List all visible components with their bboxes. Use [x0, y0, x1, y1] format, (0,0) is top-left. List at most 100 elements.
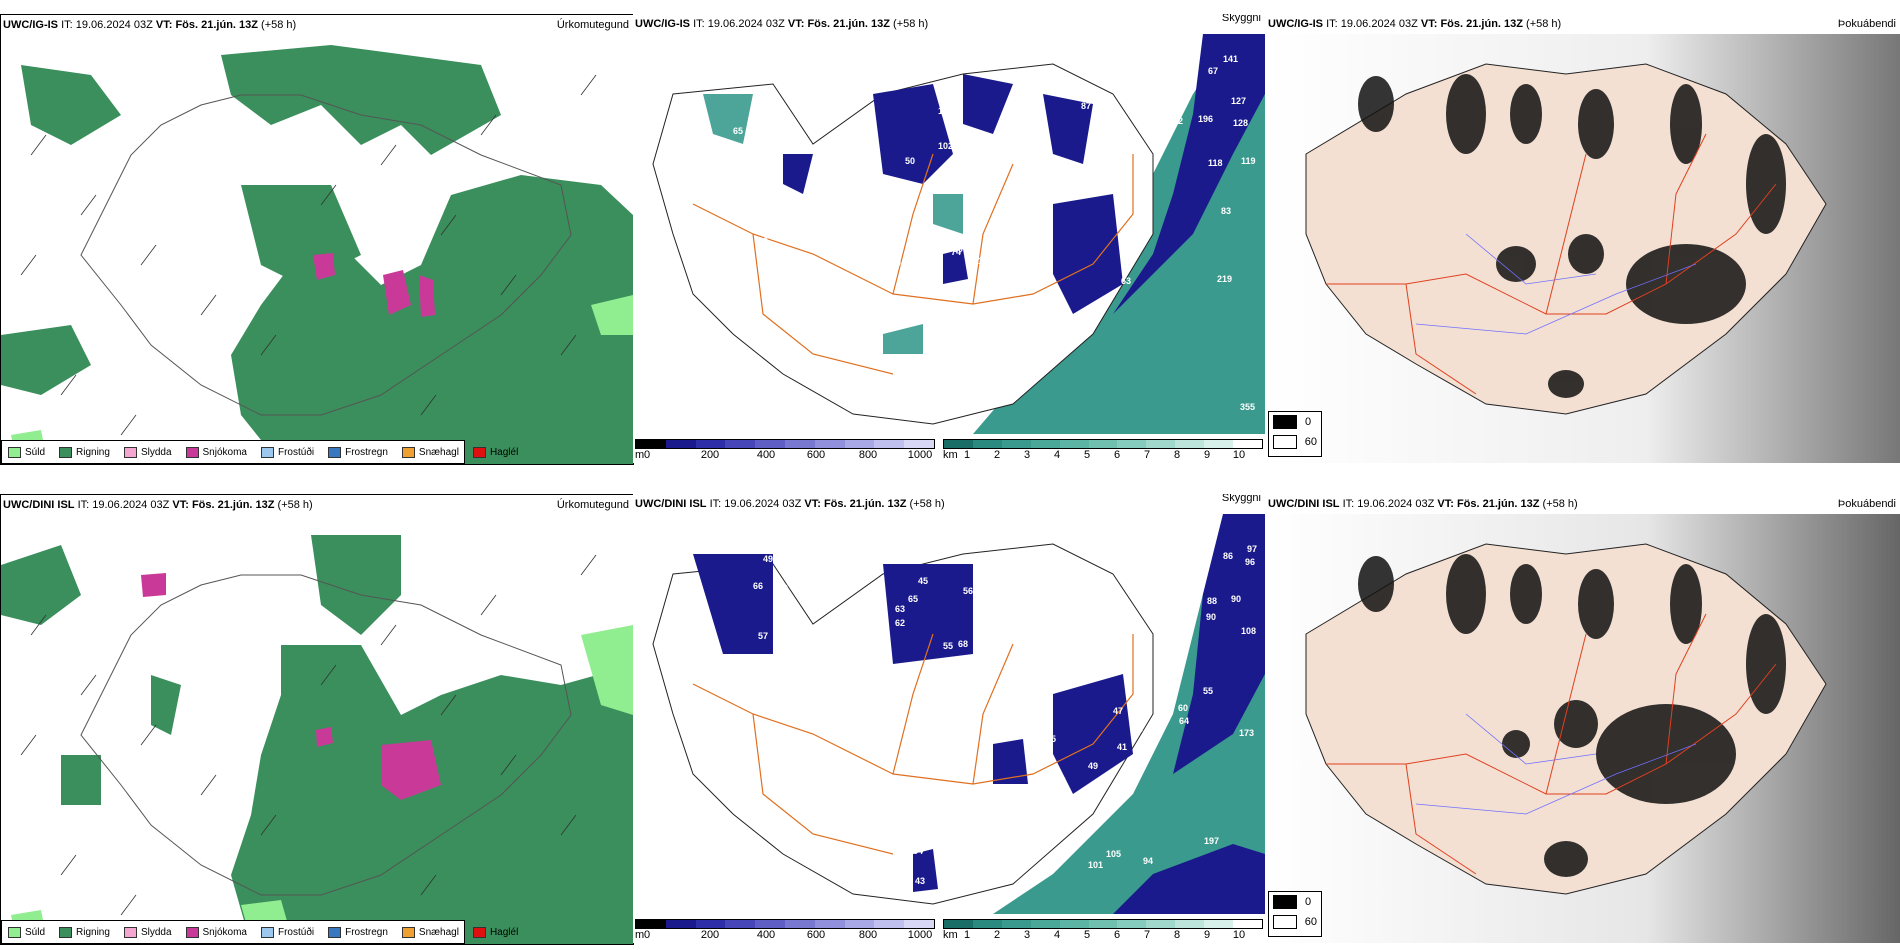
- vis-label: 52: [963, 196, 973, 206]
- vis-label: 173: [1239, 728, 1254, 738]
- colorbar-tick: 9: [1203, 449, 1211, 461]
- vis-label: 105: [1106, 849, 1121, 859]
- visibility-map: 86 97 96 88 90 90 108 173 55 60 64 197 9…: [633, 514, 1265, 914]
- legend-swatch: [8, 446, 21, 458]
- panel-title: Skyggni: [1221, 14, 1261, 24]
- precip-legend: Súld Rigning Slydda Snjókoma Frostúði Fr…: [1, 920, 518, 944]
- panel-header: UWC/DINI ISL IT: 19.06.2024 03Z VT: Fös.…: [633, 494, 1265, 514]
- visibility-panel-row0: UWC/IG-IS IT: 19.06.2024 03Z VT: Fös. 21…: [633, 14, 1265, 463]
- visibility-labels: 86 97 96 88 90 90 108 173 55 60 64 197 9…: [753, 544, 1257, 886]
- legend-item: Snjókoma: [185, 446, 247, 458]
- legend-swatch: [185, 926, 199, 938]
- wind-barbs: [20, 554, 597, 916]
- legend-swatch: [59, 446, 73, 458]
- precip-legend: Súld Rigning Slydda Snjókoma Frostúði Fr…: [1, 440, 518, 464]
- vis-label: 87: [1081, 101, 1091, 111]
- fog-legend: 0 60: [1268, 891, 1322, 937]
- legend-item: Snæhagl: [401, 446, 459, 458]
- colorbar-tick: 10: [1232, 929, 1246, 941]
- vis-label: 86: [1223, 551, 1233, 561]
- vis-label: 102: [938, 141, 953, 151]
- vis-label: 97: [861, 254, 871, 264]
- vis-label: 76: [723, 196, 733, 206]
- vis-label: 86: [1031, 131, 1041, 141]
- vis-label: 77: [866, 268, 876, 278]
- vis-label: 82: [1173, 116, 1183, 126]
- model-name: UWC/IG-IS: [635, 18, 690, 30]
- vis-label: 39: [933, 401, 943, 411]
- colorbar-tick: 600: [806, 929, 826, 941]
- precip-type-panel-row1: UWC/DINI ISL IT: 19.06.2024 03Z VT: Fös.…: [0, 494, 634, 945]
- vis-label: 128: [1233, 118, 1248, 128]
- vis-label: 88: [1207, 596, 1217, 606]
- vis-label: 65: [733, 126, 743, 136]
- vis-label: 219: [1217, 274, 1232, 284]
- vis-label: 108: [1241, 626, 1256, 636]
- panel-title: Þokuábendi: [1837, 18, 1896, 30]
- colorbar-unit: m: [635, 449, 645, 461]
- vis-label: 119: [1241, 156, 1256, 166]
- panel-header: UWC/DINI ISL IT: 19.06.2024 03Z VT: Fös.…: [1, 495, 633, 515]
- vis-label: 89: [1095, 156, 1105, 166]
- terrain-colorbar: m 0 200 400 600 800 1000: [635, 919, 935, 941]
- legend-swatch: [472, 926, 486, 938]
- fog-map: [1266, 34, 1900, 463]
- precip-map: [1, 35, 633, 464]
- vis-label: 54: [1056, 776, 1066, 786]
- panel-title: Úrkomutegund: [556, 19, 629, 31]
- vis-label: 58: [948, 168, 958, 178]
- panel-title: Úrkomutegund: [556, 499, 629, 511]
- colorbar-tick: 7: [1143, 929, 1151, 941]
- colorbar-tick: 0: [643, 449, 651, 461]
- precip-type-panel-row0: UWC/IG-IS IT: 19.06.2024 03Z VT: Fös. 21…: [0, 14, 634, 465]
- vis-label: 50: [905, 156, 915, 166]
- fog-index-panel-row1: UWC/DINI ISL IT: 19.06.2024 03Z VT: Fös.…: [1266, 494, 1900, 943]
- legend-item: Frostúði: [260, 446, 314, 458]
- colorbar-tick: 10: [1232, 449, 1246, 461]
- colorbar-tick: 4: [1053, 929, 1061, 941]
- vis-label: 90: [1231, 594, 1241, 604]
- legend-item: 0: [1269, 412, 1321, 432]
- legend-item: Rigning: [59, 446, 110, 458]
- legend-item: Haglél: [472, 926, 518, 938]
- visibility-colorbar: km 1 2 3 4 5 6 7 8 9 10: [943, 439, 1263, 461]
- vis-label: 101: [1088, 860, 1103, 870]
- vis-label: 45: [918, 576, 928, 586]
- legend-item: Frostúði: [260, 926, 314, 938]
- vis-label: 66: [753, 581, 763, 591]
- legend-swatch: [401, 446, 415, 458]
- vis-label: 56: [963, 586, 973, 596]
- fog-legend: 0 60: [1268, 411, 1322, 457]
- vis-label: 49: [990, 184, 1000, 194]
- panel-header: UWC/IG-IS IT: 19.06.2024 03Z VT: Fös. 21…: [1266, 14, 1900, 34]
- legend-item: Súld: [8, 926, 45, 938]
- legend-swatch: [328, 926, 342, 938]
- legend-item: Frostregn: [328, 926, 388, 938]
- panel-header: UWC/IG-IS IT: 19.06.2024 03Z VT: Fös. 21…: [1, 15, 633, 35]
- colorbar-tick: 800: [858, 929, 878, 941]
- colorbar-tick: 5: [1083, 449, 1091, 461]
- vis-label: 48: [1053, 328, 1063, 338]
- colorbar-tick: 200: [700, 929, 720, 941]
- model-name: UWC/DINI ISL: [1268, 498, 1340, 510]
- vis-label: 30: [891, 258, 901, 268]
- colorbar-unit: km: [943, 449, 958, 461]
- colorbar-tick: 600: [806, 449, 826, 461]
- colorbar-tick: 1: [963, 929, 971, 941]
- colorbar-tick: 1000: [907, 449, 933, 461]
- legend-swatch: [472, 446, 486, 458]
- vis-label: 141: [1223, 54, 1238, 64]
- vis-label: 80: [783, 661, 793, 671]
- vis-label: 90: [1206, 612, 1216, 622]
- visibility-map: 141 259 67 127 128 196 119 118 83 219 35…: [633, 34, 1265, 434]
- vis-label: 88: [1093, 141, 1103, 151]
- colorbar-tick: 1000: [907, 929, 933, 941]
- fog-index-panel-row0: UWC/IG-IS IT: 19.06.2024 03Z VT: Fös. 21…: [1266, 14, 1900, 463]
- vis-label: 57: [758, 631, 768, 641]
- vis-label: 196: [1198, 114, 1213, 124]
- colorbar-tick: 2: [993, 929, 1001, 941]
- vis-label: 55: [1203, 686, 1213, 696]
- vis-label: 81: [916, 358, 926, 368]
- legend-item: 0: [1269, 892, 1321, 912]
- vis-label: 127: [1231, 96, 1246, 106]
